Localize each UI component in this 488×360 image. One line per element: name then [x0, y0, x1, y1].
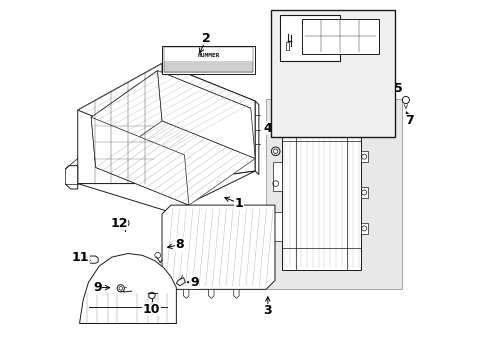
Bar: [273, 212, 282, 241]
Text: 8: 8: [175, 238, 184, 251]
Text: 7: 7: [404, 114, 413, 127]
Polygon shape: [286, 42, 288, 50]
Polygon shape: [65, 166, 78, 189]
Circle shape: [119, 287, 122, 290]
Text: 9: 9: [190, 276, 198, 289]
Polygon shape: [233, 289, 239, 298]
Bar: [273, 162, 282, 191]
Polygon shape: [265, 99, 402, 289]
Polygon shape: [78, 63, 255, 148]
Bar: [162, 45, 255, 74]
Text: 9: 9: [93, 281, 102, 294]
Text: 5: 5: [393, 82, 402, 95]
Bar: [360, 187, 367, 198]
Polygon shape: [208, 289, 214, 298]
Polygon shape: [162, 63, 255, 184]
Polygon shape: [91, 117, 188, 205]
Bar: [271, 10, 394, 137]
Text: 3: 3: [263, 305, 271, 318]
Circle shape: [124, 222, 126, 225]
Text: HUMMER: HUMMER: [197, 53, 220, 58]
Text: 1: 1: [234, 197, 243, 210]
Bar: [280, 15, 339, 60]
Text: 12: 12: [110, 216, 127, 230]
Polygon shape: [78, 63, 162, 184]
Text: 6: 6: [304, 28, 313, 41]
Circle shape: [273, 149, 277, 153]
Polygon shape: [157, 71, 255, 158]
Text: 4: 4: [263, 122, 272, 135]
Polygon shape: [162, 205, 274, 289]
Polygon shape: [183, 289, 188, 298]
Bar: [360, 223, 367, 234]
Bar: [163, 47, 253, 72]
Polygon shape: [80, 253, 176, 323]
Bar: [301, 19, 378, 54]
Polygon shape: [89, 256, 98, 263]
Text: 11: 11: [71, 251, 89, 264]
Text: 2: 2: [202, 32, 211, 45]
Polygon shape: [78, 171, 255, 212]
Polygon shape: [282, 119, 360, 270]
Polygon shape: [96, 121, 255, 205]
Bar: [360, 151, 367, 162]
Text: 10: 10: [142, 303, 160, 316]
Polygon shape: [255, 101, 258, 175]
Polygon shape: [91, 71, 162, 167]
Polygon shape: [176, 278, 185, 286]
Polygon shape: [91, 71, 250, 155]
